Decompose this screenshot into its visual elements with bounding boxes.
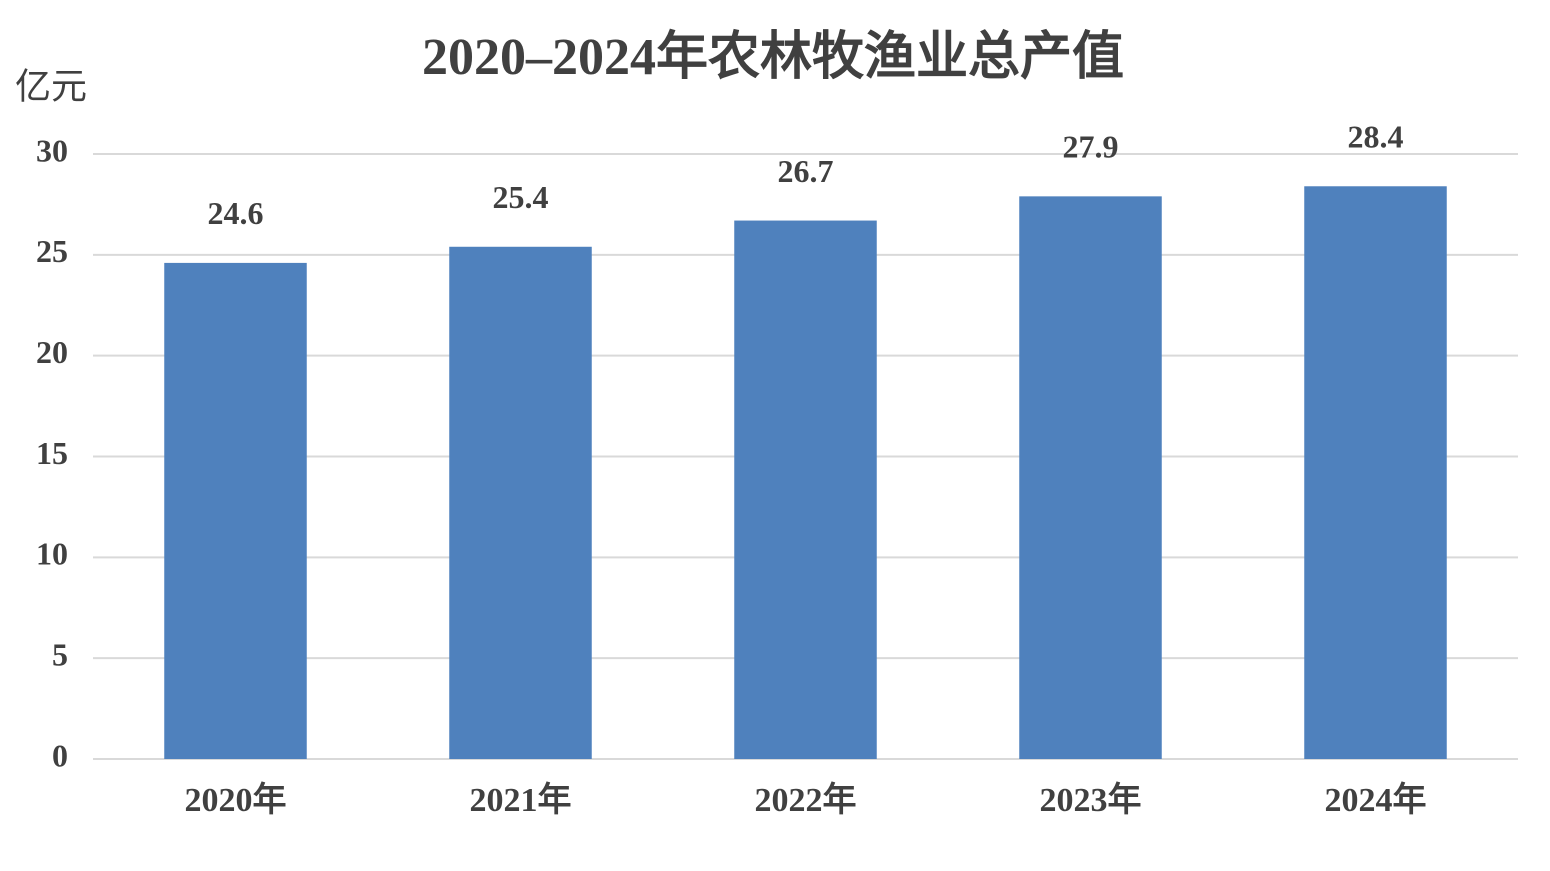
- bar: [1019, 196, 1162, 760]
- x-tick-label: 2021年: [470, 781, 572, 819]
- x-tick-label: 2020年: [185, 781, 287, 819]
- y-tick-label: 0: [52, 737, 68, 773]
- x-tick-label: 2023年: [1040, 781, 1142, 819]
- y-tick-label: 30: [36, 132, 68, 168]
- y-tick-label: 5: [52, 637, 68, 673]
- data-label: 25.4: [493, 179, 549, 215]
- data-label: 27.9: [1063, 129, 1119, 165]
- x-tick-label: 2024年: [1325, 781, 1427, 819]
- y-axis-label: 亿元: [15, 66, 87, 106]
- data-label: 26.7: [778, 153, 834, 189]
- bar: [449, 246, 592, 759]
- y-tick-label: 25: [36, 233, 68, 269]
- y-tick-label: 10: [36, 536, 68, 572]
- y-tick-label: 15: [36, 435, 68, 471]
- bar: [1304, 186, 1447, 759]
- x-tick-label: 2022年: [755, 781, 857, 819]
- data-label: 28.4: [1348, 119, 1404, 155]
- data-label: 24.6: [208, 195, 264, 231]
- bar: [164, 262, 307, 759]
- bar: [734, 220, 877, 760]
- chart-title: 2020–2024年农林牧渔业总产值: [422, 28, 1124, 86]
- y-tick-label: 20: [36, 334, 68, 370]
